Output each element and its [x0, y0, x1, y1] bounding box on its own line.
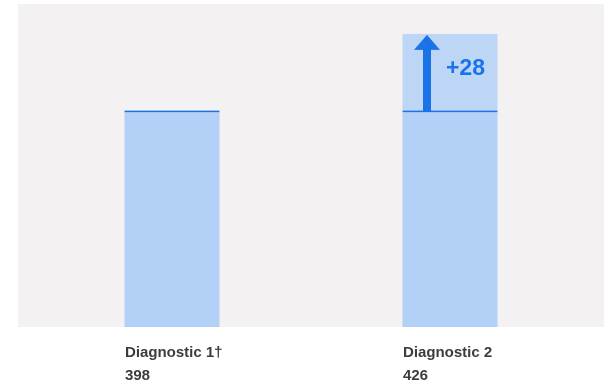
category-label-diagnostic-2: Diagnostic 2	[403, 344, 493, 361]
arrow-shaft	[423, 47, 431, 112]
value-label-diagnostic-2: 426	[403, 367, 429, 384]
value-label-diagnostic-1: 398	[125, 367, 151, 384]
category-label-diagnostic-1: Diagnostic 1†	[125, 344, 223, 361]
increase-annotation-label: +28	[446, 54, 485, 80]
annotation-group: +28	[414, 34, 485, 112]
bar-diagnostic-1	[124, 111, 220, 327]
bar-diagnostic-2	[402, 111, 498, 327]
plot-background	[18, 4, 604, 327]
arrow-up-icon	[414, 34, 440, 50]
bars-group	[124, 33, 498, 327]
